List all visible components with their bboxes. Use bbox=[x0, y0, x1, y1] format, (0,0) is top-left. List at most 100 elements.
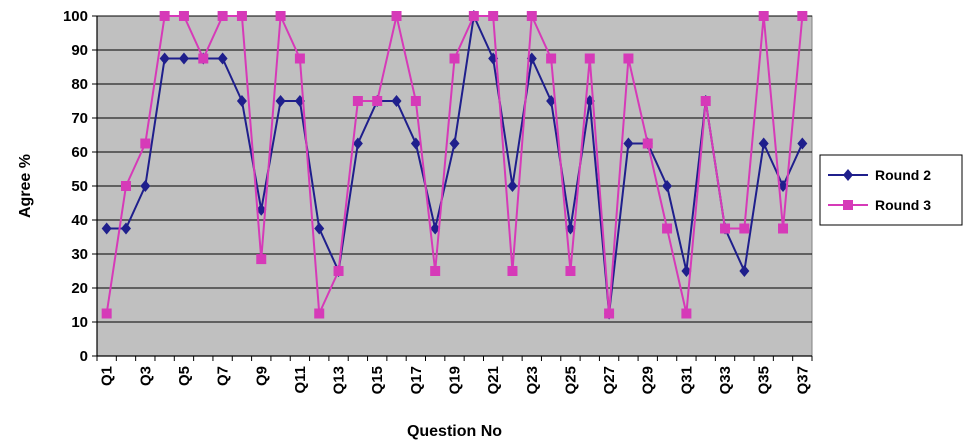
data-point bbox=[352, 137, 363, 150]
x-tick-label: Q7 bbox=[215, 366, 232, 386]
y-tick-label: 80 bbox=[71, 76, 88, 93]
data-point bbox=[584, 53, 595, 64]
y-axis-title: Agree % bbox=[17, 154, 34, 218]
y-tick-label: 40 bbox=[71, 212, 88, 229]
data-point bbox=[526, 11, 537, 21]
y-tick-label: 70 bbox=[71, 110, 88, 127]
data-point bbox=[488, 11, 499, 21]
y-tick-labels: 0 10 20 30 40 50 60 70 80 90 100 bbox=[63, 8, 88, 365]
data-point bbox=[604, 308, 615, 319]
data-point bbox=[314, 308, 325, 319]
legend: Round 2 Round 3 bbox=[819, 154, 963, 226]
y-tick-label: 50 bbox=[71, 178, 88, 195]
axes bbox=[96, 16, 813, 361]
data-point bbox=[275, 11, 286, 21]
data-point bbox=[681, 308, 692, 319]
data-point bbox=[720, 223, 731, 234]
x-tick-label: Q27 bbox=[601, 366, 618, 394]
x-tick-label: Q23 bbox=[524, 366, 541, 394]
x-tick-label: Q3 bbox=[137, 366, 154, 386]
data-point bbox=[546, 95, 557, 107]
data-point bbox=[778, 223, 789, 234]
data-point bbox=[178, 52, 189, 65]
data-point bbox=[352, 96, 363, 106]
x-tick-label: Q33 bbox=[717, 366, 734, 394]
data-point bbox=[449, 53, 460, 64]
legend-label: Round 2 bbox=[875, 167, 931, 183]
data-point bbox=[468, 11, 479, 21]
series-round-3 bbox=[101, 11, 808, 319]
x-tick-label: Q5 bbox=[176, 366, 193, 386]
data-point bbox=[623, 137, 634, 150]
series-layer bbox=[101, 10, 808, 320]
data-point bbox=[410, 96, 421, 106]
data-point bbox=[217, 11, 228, 21]
data-point bbox=[565, 222, 576, 235]
data-point bbox=[507, 180, 518, 192]
data-point bbox=[449, 137, 460, 150]
y-tick-label: 90 bbox=[71, 42, 88, 59]
x-tick-label: Q31 bbox=[678, 366, 695, 394]
data-point bbox=[140, 138, 151, 149]
legend-box bbox=[819, 154, 963, 226]
x-tick-label: Q19 bbox=[447, 366, 464, 394]
data-point bbox=[797, 11, 808, 21]
data-point bbox=[758, 137, 769, 150]
data-point bbox=[256, 203, 267, 216]
data-point bbox=[120, 181, 131, 191]
data-point bbox=[507, 266, 518, 276]
x-tick-label: Q17 bbox=[408, 366, 425, 394]
data-point bbox=[372, 96, 383, 106]
y-tick-label: 20 bbox=[71, 280, 88, 297]
x-tick-label: Q11 bbox=[292, 366, 309, 394]
data-point bbox=[314, 222, 325, 235]
x-axis-title: Question No bbox=[407, 423, 502, 440]
x-tick-label: Q1 bbox=[99, 366, 116, 386]
data-point bbox=[294, 53, 305, 64]
data-point bbox=[700, 96, 711, 106]
x-tick-label: Q15 bbox=[369, 366, 386, 394]
data-point bbox=[333, 266, 344, 276]
y-tick-label: 60 bbox=[71, 144, 88, 161]
data-point bbox=[662, 223, 673, 234]
y-tick-label: 100 bbox=[63, 8, 88, 25]
data-point bbox=[430, 222, 441, 235]
data-point bbox=[275, 95, 286, 107]
data-point bbox=[256, 254, 267, 265]
x-tick-label: Q25 bbox=[562, 366, 579, 394]
data-point bbox=[101, 308, 112, 319]
data-point bbox=[391, 11, 402, 21]
legend-marker bbox=[843, 200, 853, 210]
data-point bbox=[681, 265, 692, 277]
gridlines bbox=[92, 15, 812, 357]
legend-item: Round 3 bbox=[828, 197, 931, 213]
data-point bbox=[565, 266, 576, 276]
data-point bbox=[120, 222, 131, 235]
legend-marker bbox=[843, 169, 853, 181]
data-point bbox=[739, 223, 750, 234]
data-point bbox=[623, 53, 634, 64]
data-point bbox=[778, 180, 789, 192]
y-tick-label: 10 bbox=[71, 314, 88, 331]
data-point bbox=[159, 11, 170, 21]
legend-item: Round 2 bbox=[828, 167, 931, 183]
legend-label: Round 3 bbox=[875, 197, 931, 213]
data-point bbox=[662, 180, 673, 192]
y-tick-label: 0 bbox=[80, 348, 88, 365]
x-tick-label: Q13 bbox=[331, 366, 348, 394]
x-tick-label: Q35 bbox=[756, 366, 773, 394]
data-point bbox=[546, 53, 557, 64]
data-point bbox=[140, 180, 151, 192]
data-point bbox=[236, 11, 247, 21]
data-point bbox=[198, 53, 209, 64]
y-tick-label: 30 bbox=[71, 246, 88, 263]
x-tick-label: Q37 bbox=[794, 366, 811, 394]
data-point bbox=[178, 11, 189, 21]
data-point bbox=[642, 138, 653, 149]
x-tick-labels: Q1 Q3 Q5 Q7 Q9 Q11 Q13 Q15 Q17 Q19 Q21 Q23 Q25 Q27 Q29… bbox=[99, 366, 812, 394]
x-tick-label: Q21 bbox=[485, 366, 502, 394]
data-point bbox=[430, 266, 441, 276]
data-point bbox=[236, 95, 247, 107]
